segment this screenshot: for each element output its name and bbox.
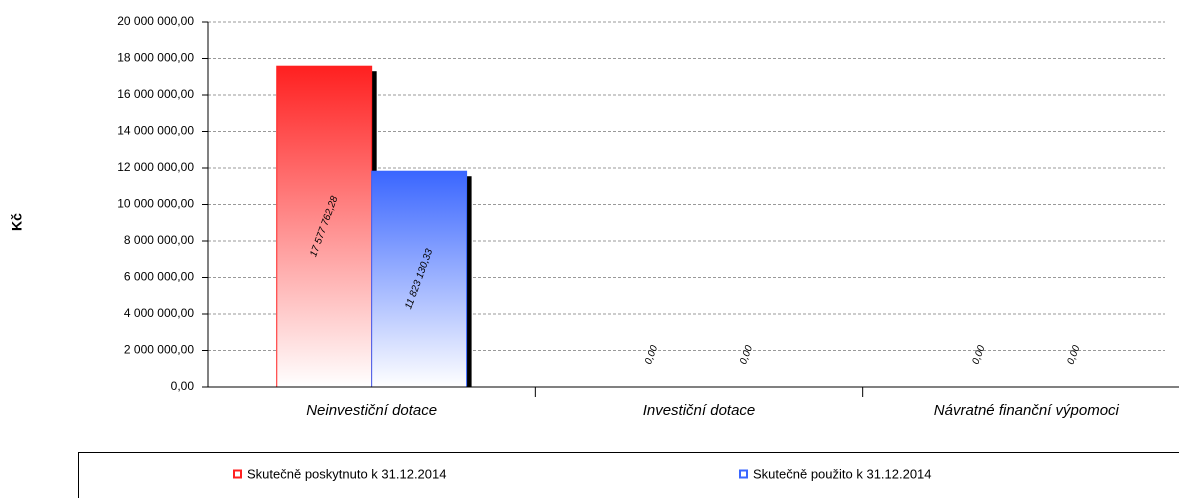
x-tick-label: Návratné finanční výpomoci	[934, 402, 1120, 419]
value-label: 0,00	[971, 344, 988, 366]
value-label: 0,00	[643, 344, 660, 366]
value-label: 0,00	[1065, 344, 1082, 366]
legend-swatch	[739, 469, 748, 479]
y-tick-label: 10 000 000,00	[117, 197, 194, 211]
y-tick-label: 6 000 000,00	[124, 270, 194, 284]
y-tick-label: 12 000 000,00	[117, 160, 194, 174]
x-tick-label: Neinvestiční dotace	[306, 402, 437, 419]
y-tick-label: 0,00	[171, 379, 195, 393]
legend-label: Skutečně použito k 31.12.2014	[753, 466, 932, 481]
y-tick-label: 4 000 000,00	[124, 306, 194, 320]
value-label: 0,00	[738, 344, 755, 366]
y-tick-label: 18 000 000,00	[117, 51, 194, 65]
y-tick-label: 8 000 000,00	[124, 233, 194, 247]
legend-swatch	[233, 469, 242, 479]
y-tick-label: 14 000 000,00	[117, 124, 194, 138]
legend-box	[78, 452, 1179, 498]
y-tick-label: 20 000 000,00	[117, 14, 194, 28]
bar	[371, 170, 468, 388]
y-axis-label: Kč	[9, 213, 25, 231]
legend-label: Skutečně poskytnuto k 31.12.2014	[247, 466, 446, 481]
y-tick-label: 2 000 000,00	[124, 343, 194, 357]
y-tick-label: 16 000 000,00	[117, 87, 194, 101]
x-tick-label: Investiční dotace	[643, 402, 756, 419]
